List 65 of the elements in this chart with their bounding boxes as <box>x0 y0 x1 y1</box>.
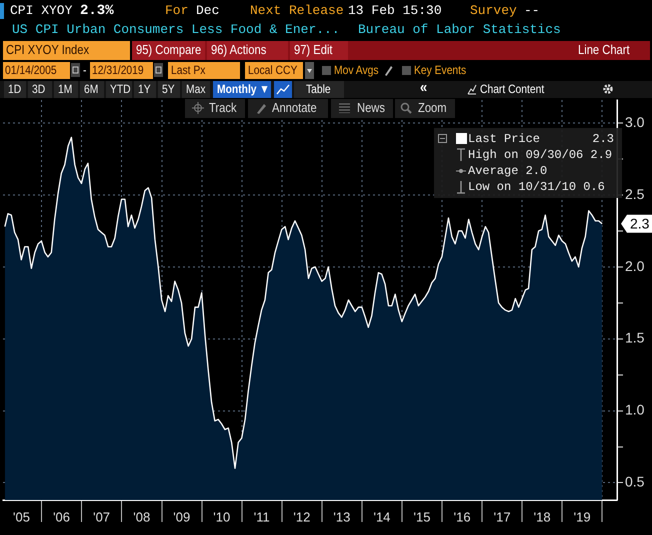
text: For <box>165 2 188 20</box>
y-tick-label: 1.5 <box>625 330 645 346</box>
text: 5Y <box>162 81 175 98</box>
x-tick-label: '14 <box>373 509 390 524</box>
text: 1M <box>58 81 72 98</box>
x-tick-label: '07 <box>93 509 110 524</box>
text: Monthly ▼ <box>217 81 270 98</box>
text: Bureau of Labor Statistics <box>358 21 561 39</box>
text: 2.3% <box>80 2 114 20</box>
text: Chart Content <box>480 81 544 98</box>
text: Last Px <box>171 62 206 79</box>
annotation: High on 09/30/06 2.9 <box>468 148 612 162</box>
text: YTD <box>110 81 131 98</box>
text: 95) Compare <box>136 41 202 59</box>
y-tick-label: 2.0 <box>625 258 645 274</box>
annotation: Annotate <box>272 99 317 117</box>
x-tick-label: '13 <box>333 509 350 524</box>
x-tick-label: '08 <box>133 509 150 524</box>
text: Max <box>186 81 206 98</box>
x-tick-label: '17 <box>494 509 511 524</box>
annotation: Average 2.0 <box>468 164 548 178</box>
annotation: Track <box>209 99 237 117</box>
text: 1D <box>8 81 22 98</box>
annotation: Low on 10/31/10 0.6 <box>468 180 605 194</box>
text: 6M <box>84 81 98 98</box>
text: Table <box>306 81 331 98</box>
text: 12/31/2019 <box>92 62 144 79</box>
x-tick-label: '15 <box>413 509 430 524</box>
text: Dec <box>196 2 220 20</box>
x-tick-label: '09 <box>173 509 190 524</box>
y-tick-label: 2.5 <box>625 186 645 202</box>
text: 2.3 <box>592 132 614 146</box>
text: 3D <box>32 81 46 98</box>
x-tick-label: '06 <box>53 509 70 524</box>
x-tick-label: '18 <box>534 509 551 524</box>
annotation: 2.3 <box>630 216 650 232</box>
text: CPI XYOY Index <box>6 41 90 59</box>
text: -- <box>524 2 540 20</box>
chart-subtitle: US CPI Urban Consumers Less Food & Ener... <box>12 21 340 39</box>
text: - <box>83 62 86 79</box>
annotation: News <box>357 99 385 117</box>
text: 97) Edit <box>294 41 333 59</box>
text: 1Y <box>138 81 151 98</box>
y-tick-label: 0.5 <box>625 474 645 490</box>
x-tick-label: '19 <box>574 509 591 524</box>
text: Local CCY <box>248 62 298 79</box>
text: 13 Feb 15:30 <box>348 2 442 20</box>
text: Survey <box>470 2 517 20</box>
y-tick-label: 1.0 <box>625 402 645 418</box>
x-tick-label: '11 <box>254 509 270 524</box>
text: Mov Avgs <box>334 62 379 79</box>
y-tick-label: 3.0 <box>625 114 645 130</box>
text: Next Release <box>250 2 344 20</box>
x-tick-label: '10 <box>213 509 230 524</box>
annotation: Zoom <box>418 99 447 117</box>
text: Key Events <box>414 62 466 79</box>
text: 96) Actions <box>211 41 266 59</box>
x-tick-label: '12 <box>293 509 310 524</box>
chart-title: CPI XYOY <box>10 2 72 20</box>
text: 01/14/2005 <box>5 62 57 79</box>
x-tick-label: '16 <box>454 509 471 524</box>
x-tick-label: '05 <box>13 509 30 524</box>
legend-label: Last Price <box>468 132 540 146</box>
text: Line Chart <box>578 41 630 59</box>
text: « <box>420 79 428 97</box>
